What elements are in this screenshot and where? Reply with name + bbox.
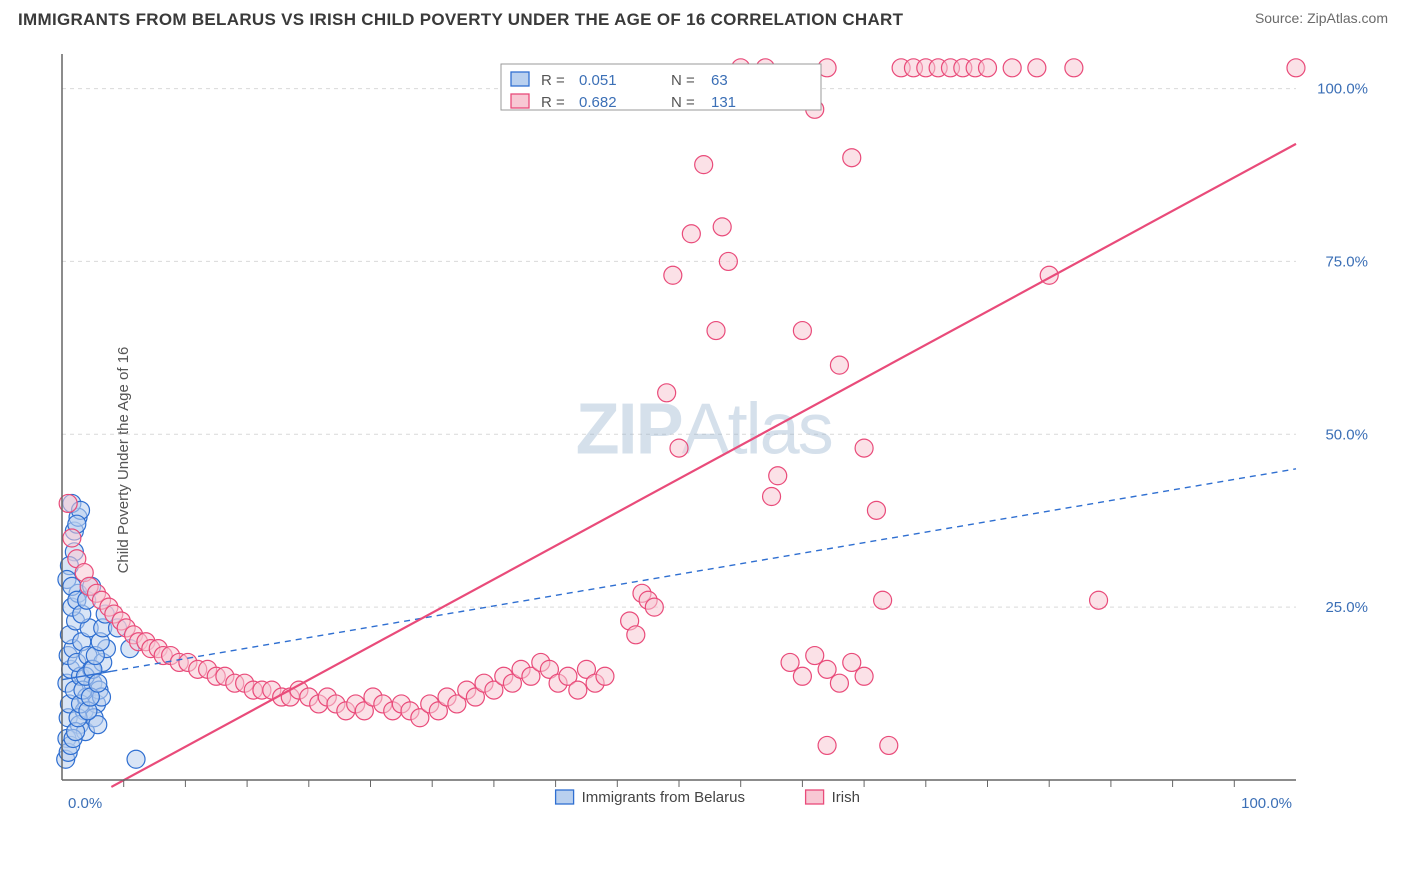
svg-text:N =: N = (671, 94, 695, 111)
svg-text:100.0%: 100.0% (1241, 795, 1292, 812)
svg-text:75.0%: 75.0% (1325, 253, 1368, 270)
svg-text:0.0%: 0.0% (68, 795, 102, 812)
scatter-chart: ZIPAtlas 0.0% 100.0% 25.0% 50.0% 75.0% 100.0% R… (56, 50, 1376, 840)
svg-text:63: 63 (711, 72, 728, 89)
svg-text:Immigrants from Belarus: Immigrants from Belarus (582, 789, 745, 806)
svg-text:ZIPAtlas: ZIPAtlas (576, 389, 832, 469)
svg-text:50.0%: 50.0% (1325, 426, 1368, 443)
svg-text:R =: R = (541, 72, 565, 89)
svg-text:R =: R = (541, 94, 565, 111)
source-label: Source: ZipAtlas.com (1255, 10, 1388, 26)
svg-text:131: 131 (711, 94, 736, 111)
svg-text:100.0%: 100.0% (1317, 81, 1368, 98)
svg-text:Irish: Irish (832, 789, 860, 806)
svg-text:0.682: 0.682 (579, 94, 617, 111)
svg-text:0.051: 0.051 (579, 72, 617, 89)
chart-title: IMMIGRANTS FROM BELARUS VS IRISH CHILD P… (18, 10, 903, 30)
svg-text:N =: N = (671, 72, 695, 89)
svg-text:25.0%: 25.0% (1325, 599, 1368, 616)
